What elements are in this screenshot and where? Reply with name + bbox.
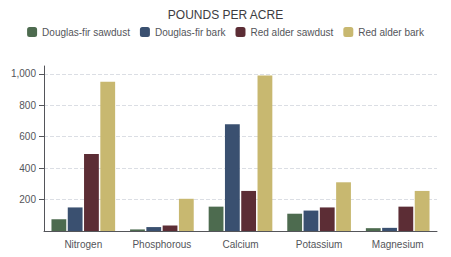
svg-text:Nitrogen: Nitrogen	[64, 239, 102, 250]
svg-text:Red alder sawdust: Red alder sawdust	[250, 27, 333, 38]
svg-text:Douglas-fir bark: Douglas-fir bark	[155, 27, 227, 38]
svg-text:Potassium: Potassium	[296, 239, 343, 250]
svg-text:400: 400	[19, 163, 36, 174]
svg-text:600: 600	[19, 131, 36, 142]
svg-text:1,000: 1,000	[11, 68, 36, 79]
svg-text:800: 800	[19, 100, 36, 111]
svg-text:Red alder bark: Red alder bark	[358, 27, 425, 38]
svg-text:Phosphorous: Phosphorous	[132, 239, 191, 250]
svg-text:200: 200	[19, 194, 36, 205]
svg-text:Douglas-fir sawdust: Douglas-fir sawdust	[42, 27, 130, 38]
svg-text:Magnesium: Magnesium	[372, 239, 424, 250]
svg-text:Calcium: Calcium	[222, 239, 258, 250]
svg-text:POUNDS PER ACRE: POUNDS PER ACRE	[168, 8, 283, 22]
